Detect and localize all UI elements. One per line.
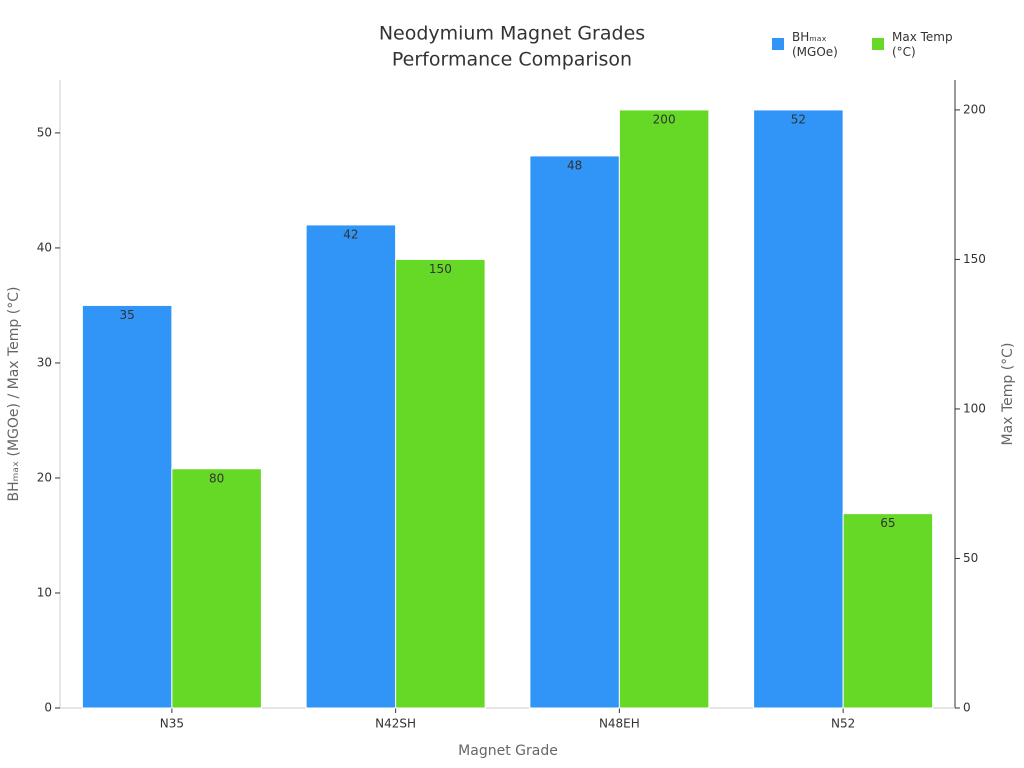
value-label: 35 [119,308,134,322]
legend-item: BHₘₐₓ (MGOe) [772,30,854,60]
legend-label: Max Temp (°C) [892,30,953,59]
bar [395,258,486,709]
x-tick-label: N48EH [599,717,640,731]
bar [753,109,844,709]
y-tick-label: 30 [37,355,52,369]
legend-swatch [872,38,884,50]
chart-title: Performance Comparison [392,49,632,71]
y2-tick-label: 100 [963,401,986,415]
chart-title: Neodymium Magnet Grades [379,23,645,45]
y2-tick-label: 200 [963,102,986,116]
bar [618,109,710,709]
bar [529,155,620,709]
y2-axis-label: Max Temp (°C) [1000,343,1016,446]
legend: BHₘₐₓ (MGOe) Max Temp (°C) [772,30,954,60]
value-label: 48 [567,158,582,172]
value-label: 150 [429,262,452,276]
y-tick-label: 0 [44,701,52,715]
legend-swatch [772,38,784,50]
y2-tick-label: 50 [963,551,978,565]
y2-tick-label: 150 [963,252,986,266]
bar [842,513,934,709]
value-label: 200 [653,112,676,126]
value-label: 52 [791,112,806,126]
value-label: 80 [209,471,224,485]
y-tick-label: 50 [37,125,52,139]
bar [171,468,262,709]
x-tick-label: N35 [160,717,184,731]
value-label: 65 [880,516,895,530]
value-label: 42 [343,227,358,241]
y-tick-label: 10 [37,585,52,599]
y-axis-label: BHₘₐₓ (MGOe) / Max Temp (°C) [6,287,22,502]
legend-label: BHₘₐₓ (MGOe) [792,30,838,59]
bar [305,224,397,709]
y2-tick-label: 0 [963,701,971,715]
y-tick-label: 40 [37,240,52,254]
bar [81,304,173,709]
y-tick-label: 20 [37,470,52,484]
x-tick-label: N42SH [375,717,416,731]
x-tick-label: N52 [831,717,855,731]
x-axis-label: Magnet Grade [458,743,558,759]
legend-item: Max Temp (°C) [872,30,954,60]
